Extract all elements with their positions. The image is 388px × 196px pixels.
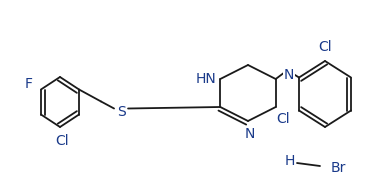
Text: Cl: Cl	[276, 112, 290, 125]
Text: F: F	[25, 76, 33, 91]
Text: S: S	[117, 104, 125, 119]
Text: Cl: Cl	[55, 134, 69, 148]
Text: H: H	[285, 154, 295, 168]
Text: Cl: Cl	[318, 40, 332, 54]
Text: Br: Br	[330, 161, 346, 175]
Text: HN: HN	[196, 72, 217, 86]
Text: N: N	[245, 127, 255, 141]
Text: N: N	[284, 68, 294, 82]
